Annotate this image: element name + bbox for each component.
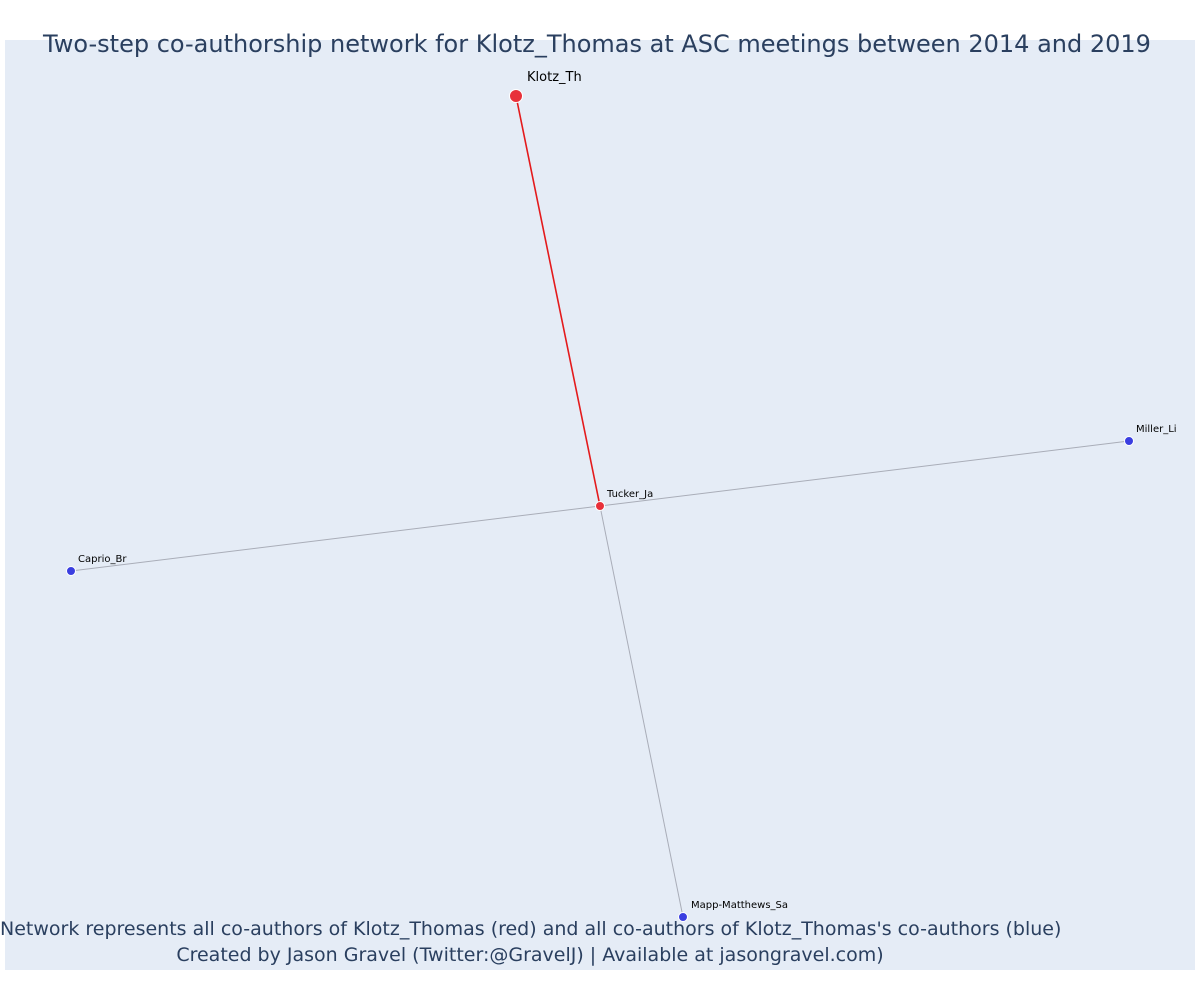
edge-Tucker_Ja-Mapp-Matthews_Sa xyxy=(600,506,683,917)
node-label-Klotz_Th: Klotz_Th xyxy=(527,70,582,85)
node-label-Caprio_Br: Caprio_Br xyxy=(78,554,127,565)
caption-line-2: Created by Jason Gravel (Twitter:@Gravel… xyxy=(0,944,1060,966)
node-label-Miller_Li: Miller_Li xyxy=(1136,424,1177,435)
nodes-layer xyxy=(67,90,1134,922)
edge-Tucker_Ja-Miller_Li xyxy=(600,441,1129,506)
node-label-Tucker_Ja: Tucker_Ja xyxy=(606,489,653,500)
labels-layer: Klotz_Th Tucker_Ja Miller_Li Caprio_Br Mapp-… xyxy=(78,70,1177,911)
node-Miller_Li[interactable] xyxy=(1125,437,1134,446)
caption-line-1: Network represents all co-authors of Klo… xyxy=(0,918,1060,940)
node-Caprio_Br[interactable] xyxy=(67,567,76,576)
edge-Klotz_Th-Tucker_Ja xyxy=(516,96,600,506)
node-Tucker_Ja[interactable] xyxy=(596,502,605,511)
node-label-Mapp-Matthews_Sa: Mapp-Matthews_Sa xyxy=(691,900,788,911)
edge-Tucker_Ja-Caprio_Br xyxy=(71,506,600,571)
node-Klotz_Th[interactable] xyxy=(510,90,523,103)
